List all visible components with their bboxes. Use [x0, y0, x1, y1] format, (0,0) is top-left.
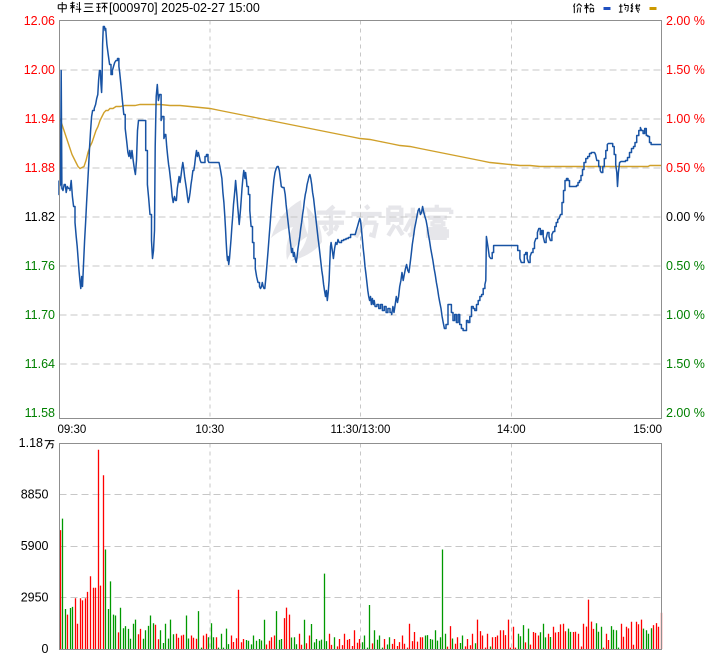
- svg-text:0.00 %: 0.00 %: [666, 210, 705, 224]
- svg-text:11.76: 11.76: [25, 259, 55, 273]
- svg-text:11.94: 11.94: [25, 112, 55, 126]
- svg-text:1.18: 1.18: [19, 436, 43, 450]
- svg-text:2.00 %: 2.00 %: [666, 406, 705, 420]
- svg-text:10:30: 10:30: [195, 424, 224, 436]
- svg-text:11.64: 11.64: [25, 357, 55, 371]
- svg-text:1.00 %: 1.00 %: [666, 112, 705, 126]
- svg-text:2950: 2950: [21, 591, 49, 605]
- svg-text:14:00: 14:00: [497, 424, 526, 436]
- svg-text:11.58: 11.58: [25, 406, 55, 420]
- svg-text:12.06: 12.06: [24, 14, 55, 28]
- svg-text:1.50 %: 1.50 %: [666, 63, 705, 77]
- svg-text:0.50 %: 0.50 %: [666, 161, 705, 175]
- svg-text:0: 0: [42, 642, 49, 655]
- svg-text:5900: 5900: [21, 539, 49, 553]
- svg-text:1.00 %: 1.00 %: [666, 308, 705, 322]
- svg-text:0.50 %: 0.50 %: [666, 259, 705, 273]
- svg-text:1.50 %: 1.50 %: [666, 357, 705, 371]
- svg-text:11:30/13:00: 11:30/13:00: [331, 424, 391, 436]
- svg-text:2.00 %: 2.00 %: [666, 14, 705, 28]
- svg-text:[000970] 2025-02-27 15:00: [000970] 2025-02-27 15:00: [109, 1, 260, 15]
- svg-text:11.82: 11.82: [25, 210, 55, 224]
- svg-text:15:00: 15:00: [633, 424, 662, 436]
- svg-text:8850: 8850: [21, 488, 49, 502]
- svg-text:11.70: 11.70: [25, 308, 55, 322]
- svg-text:11.88: 11.88: [25, 161, 55, 175]
- svg-text:09:30: 09:30: [58, 424, 87, 436]
- svg-text:12.00: 12.00: [24, 63, 55, 77]
